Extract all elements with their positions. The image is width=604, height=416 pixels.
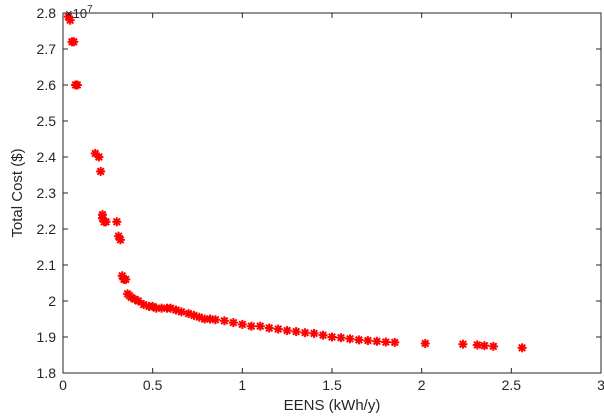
data-points <box>63 12 527 353</box>
plot-area <box>62 12 602 374</box>
y-tick-label: 2.4 <box>37 149 57 165</box>
data-point <box>291 327 301 337</box>
data-point <box>479 341 489 351</box>
data-point <box>273 324 283 334</box>
data-point <box>309 328 319 338</box>
data-point <box>219 316 229 326</box>
y-tick-label: 1.9 <box>37 329 57 345</box>
data-point <box>94 152 104 162</box>
x-tick-label: 0 <box>59 377 67 393</box>
data-point <box>115 235 125 245</box>
x-tick-label: 3 <box>597 377 604 393</box>
data-point <box>176 307 186 317</box>
data-point <box>228 318 238 328</box>
y-tick-label: 2.1 <box>37 257 57 273</box>
y-tick-label: 2.8 <box>37 5 57 21</box>
data-point <box>96 166 106 176</box>
x-tick-label: 0.5 <box>143 377 163 393</box>
data-point <box>300 328 310 338</box>
x-axis-label: EENS (kWh/y) <box>284 397 381 414</box>
data-point <box>121 274 131 284</box>
data-point <box>517 343 527 353</box>
y-tick-label: 2.6 <box>37 77 57 93</box>
data-point <box>345 334 355 344</box>
data-point <box>148 301 158 311</box>
y-tick-label: 2.3 <box>37 185 57 201</box>
x-tick-label: 2.5 <box>502 377 522 393</box>
data-point <box>318 330 328 340</box>
data-point <box>101 217 111 227</box>
data-point <box>264 323 274 333</box>
x-tick-label: 1.5 <box>322 377 342 393</box>
data-point <box>255 321 265 331</box>
y-axis-ticks: 1.8 1.9 2 2.1 2.2 2.3 2.4 2.5 2.6 2.7 2.8 <box>37 5 601 381</box>
data-point <box>354 335 364 345</box>
x-tick-label: 1 <box>238 377 246 393</box>
data-point <box>458 339 468 349</box>
data-point <box>336 333 346 343</box>
data-point <box>327 332 337 342</box>
y-exponent-label: ×107 <box>65 4 93 21</box>
data-point <box>237 319 247 329</box>
y-tick-label: 2 <box>48 293 56 309</box>
y-tick-label: 2.5 <box>37 113 57 129</box>
y-tick-label: 1.8 <box>37 365 57 381</box>
data-point <box>69 37 79 47</box>
data-point <box>381 337 391 347</box>
y-tick-label: 2.2 <box>37 221 57 237</box>
data-point <box>246 321 256 331</box>
data-point <box>282 326 292 336</box>
data-point <box>372 336 382 346</box>
data-point <box>65 15 75 25</box>
x-axis-ticks: 0 0.5 1 1.5 2 2.5 3 <box>59 13 604 393</box>
data-point <box>420 338 430 348</box>
data-point <box>363 336 373 346</box>
data-point <box>210 315 220 325</box>
data-point <box>390 337 400 347</box>
y-axis-label: Total Cost ($) <box>9 148 26 237</box>
data-point <box>488 341 498 351</box>
y-tick-label: 2.7 <box>37 41 57 57</box>
data-point <box>72 80 82 90</box>
data-point <box>112 217 122 227</box>
x-tick-label: 2 <box>418 377 426 393</box>
